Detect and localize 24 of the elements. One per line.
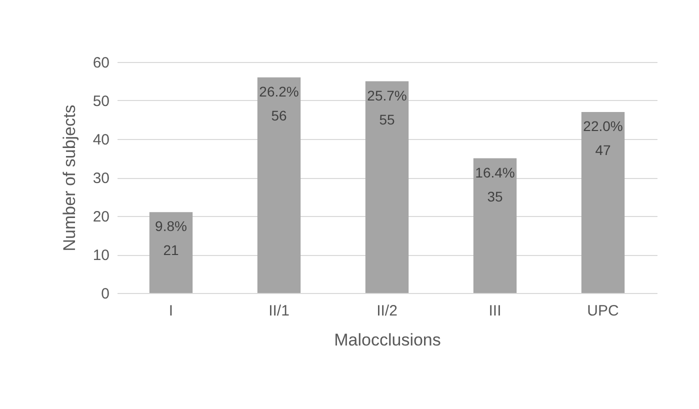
x-tick-label: I [168,302,174,320]
bar [365,81,409,293]
y-tick-label: 0 [101,286,110,302]
data-label: 26.2% 56 [259,83,299,124]
y-tick-label: 10 [92,247,110,264]
data-label: 16.4% 35 [475,164,515,204]
x-tick-label: II/2 [376,302,398,320]
bar [257,77,301,293]
data-label: 25.7% 55 [367,87,407,128]
y-tick-label: 30 [92,170,110,187]
bar [581,112,625,293]
data-label: 9.8% 21 [155,218,187,258]
y-tick-label: 50 [92,93,110,110]
y-axis-title: Number of subjects [60,104,79,252]
x-tick-label: UPC [587,302,619,320]
x-tick-label: III [488,302,502,320]
data-label: 22.0% 47 [583,118,623,158]
y-tick-label: 20 [92,208,110,226]
x-axis-title: Malocclusions [334,330,441,350]
y-tick-label: 40 [92,132,110,148]
y-tick-label: 60 [92,54,110,72]
bar [149,212,193,293]
x-tick-label: II/1 [268,302,290,320]
bar [473,158,517,293]
